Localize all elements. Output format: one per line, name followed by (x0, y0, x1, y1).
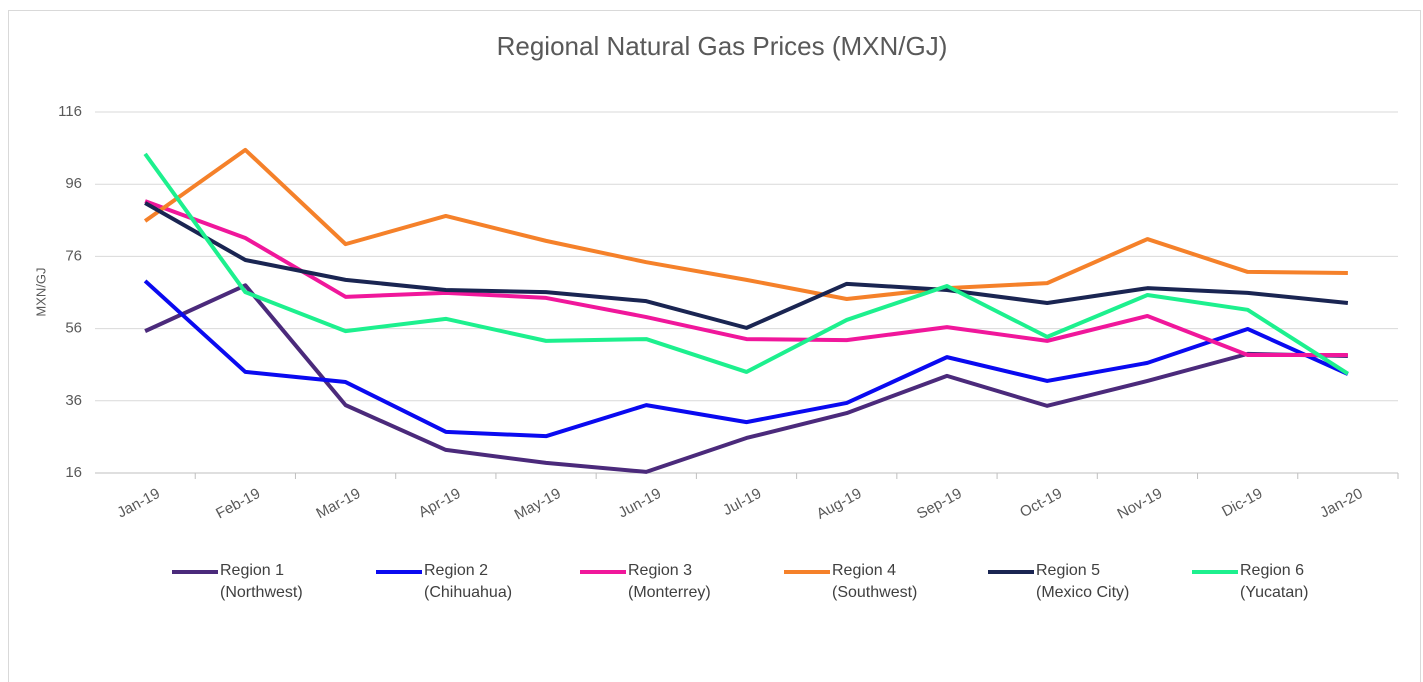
y-tick-label: 36 (65, 392, 82, 409)
y-axis-label: MXN/GJ (33, 267, 48, 316)
y-tick-label: 76 (65, 247, 82, 264)
series-line (144, 201, 1349, 330)
legend-item: Region 2 (Chihuahua) (376, 560, 544, 604)
chart-frame (8, 10, 1421, 682)
legend-swatch (988, 570, 1034, 574)
legend-item: Region 1 (Northwest) (172, 560, 340, 604)
legend-item: Region 4 (Southwest) (784, 560, 952, 604)
chart-title: Regional Natural Gas Prices (MXN/GJ) (497, 31, 948, 61)
series-line (144, 283, 1348, 474)
legend-swatch (172, 570, 218, 574)
series-line (144, 199, 1348, 357)
legend-label: Region 1 (Northwest) (220, 562, 303, 601)
legend-item: Region 6 (Yucatan) (1192, 560, 1360, 604)
legend-swatch (376, 570, 422, 574)
series-line (143, 152, 1349, 376)
y-tick-label: 116 (58, 103, 82, 120)
legend-label: Region 2 (Chihuahua) (424, 562, 513, 601)
legend-label: Region 4 (Southwest) (832, 562, 918, 601)
series-line (143, 279, 1349, 439)
legend-swatch (1192, 570, 1238, 574)
legend-label: Region 3 (Monterrey) (628, 562, 711, 601)
y-tick-label: 56 (65, 320, 82, 337)
y-tick-label: 96 (65, 175, 82, 192)
legend-swatch (580, 570, 626, 574)
legend-label: Region 5 (Mexico City) (1036, 562, 1130, 601)
legend-item: Region 5 (Mexico City) (988, 560, 1156, 604)
legend-label: Region 6 (Yucatan) (1240, 562, 1309, 601)
series-line (143, 147, 1348, 301)
legend-item: Region 3 (Monterrey) (580, 560, 748, 604)
y-tick-label: 16 (65, 464, 82, 481)
legend-swatch (784, 570, 830, 574)
